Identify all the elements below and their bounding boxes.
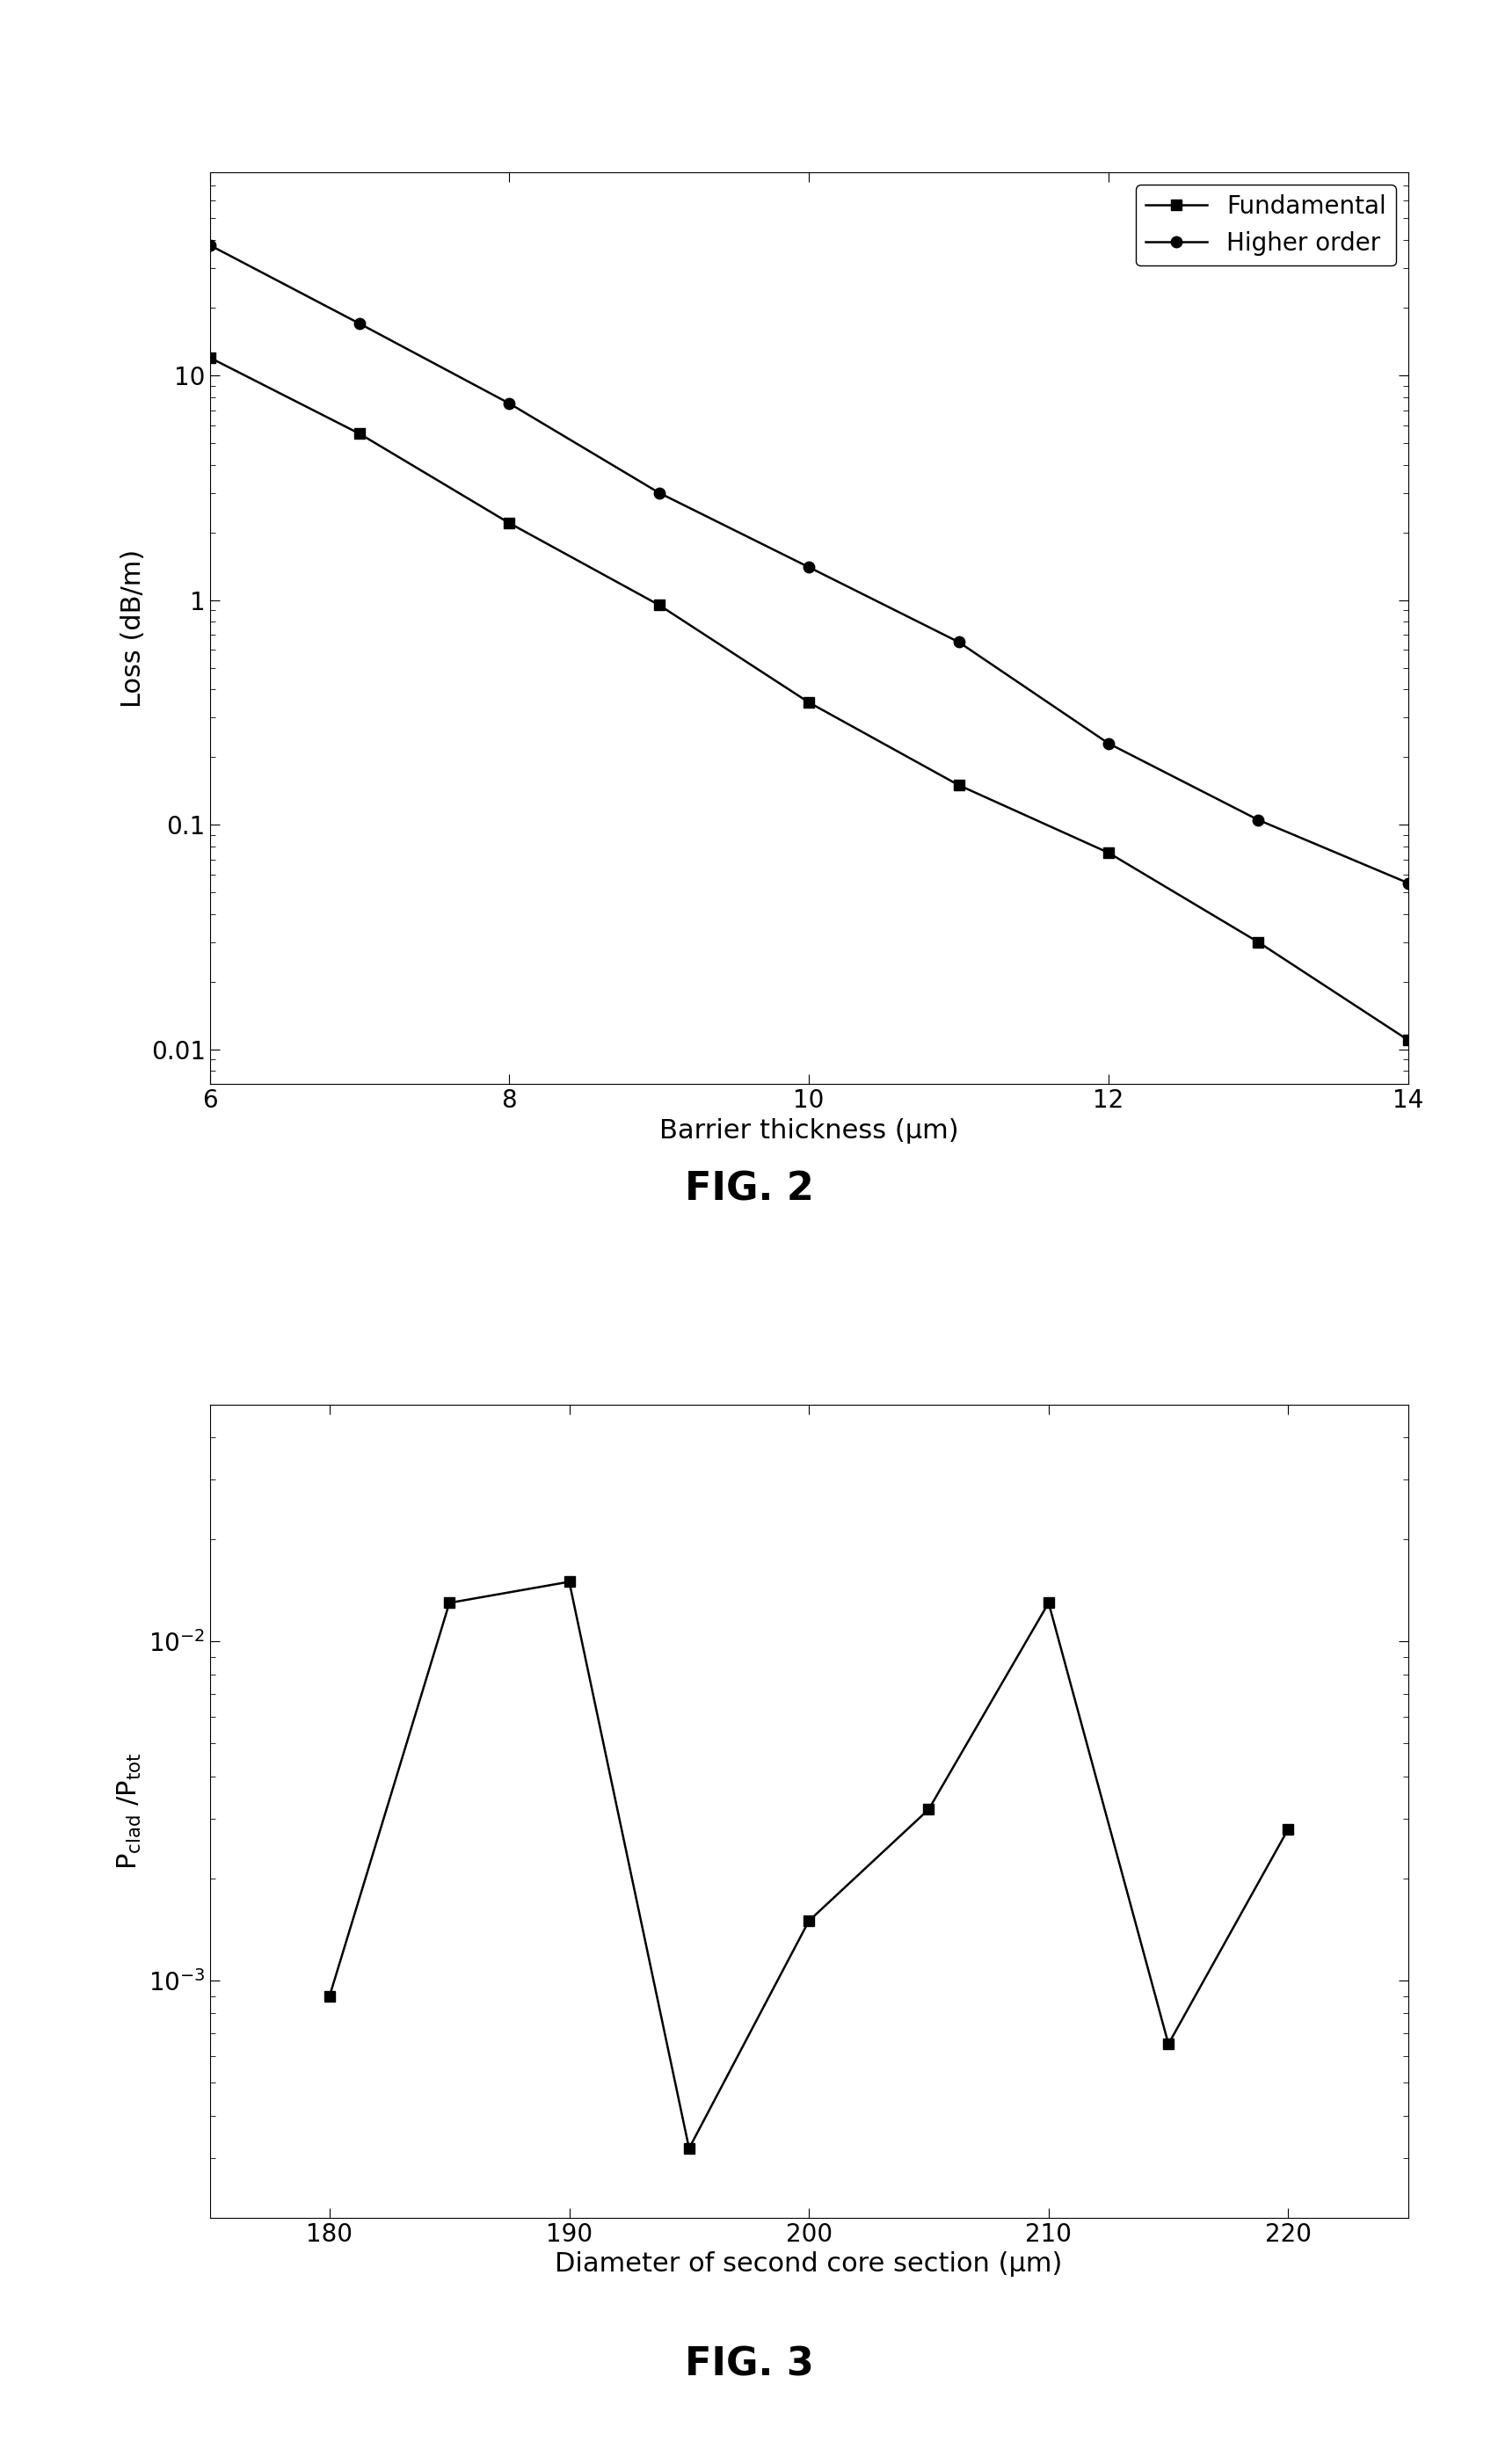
Y-axis label: P$_\mathrm{clad}$ /P$_\mathrm{tot}$: P$_\mathrm{clad}$ /P$_\mathrm{tot}$: [117, 1752, 144, 1870]
Higher order: [201, 229, 219, 259]
Fundamental: [1399, 1025, 1417, 1055]
Y-axis label: Loss (dB/m): Loss (dB/m): [120, 549, 147, 707]
Fundamental: [351, 419, 369, 448]
Higher order: [1249, 806, 1267, 835]
Higher order: [1399, 867, 1417, 897]
Fundamental: [950, 771, 968, 801]
Higher order: [1100, 729, 1118, 759]
Fundamental: [800, 687, 818, 717]
Line: Higher order: Higher order: [204, 239, 1414, 890]
Fundamental: [500, 508, 518, 537]
Fundamental: [1100, 838, 1118, 867]
Fundamental: [1249, 926, 1267, 956]
Text: FIG. 2: FIG. 2: [685, 1170, 813, 1207]
X-axis label: Diameter of second core section (μm): Diameter of second core section (μm): [556, 2252, 1062, 2277]
Text: FIG. 3: FIG. 3: [685, 2346, 813, 2383]
Higher order: [950, 628, 968, 658]
Fundamental: [650, 591, 668, 621]
Higher order: [650, 478, 668, 508]
Higher order: [351, 308, 369, 338]
Line: Fundamental: Fundamental: [204, 352, 1414, 1045]
Fundamental: [201, 342, 219, 372]
Higher order: [500, 389, 518, 419]
Legend: Fundamental, Higher order: Fundamental, Higher order: [1135, 185, 1396, 266]
Higher order: [800, 552, 818, 582]
X-axis label: Barrier thickness (μm): Barrier thickness (μm): [659, 1119, 959, 1143]
